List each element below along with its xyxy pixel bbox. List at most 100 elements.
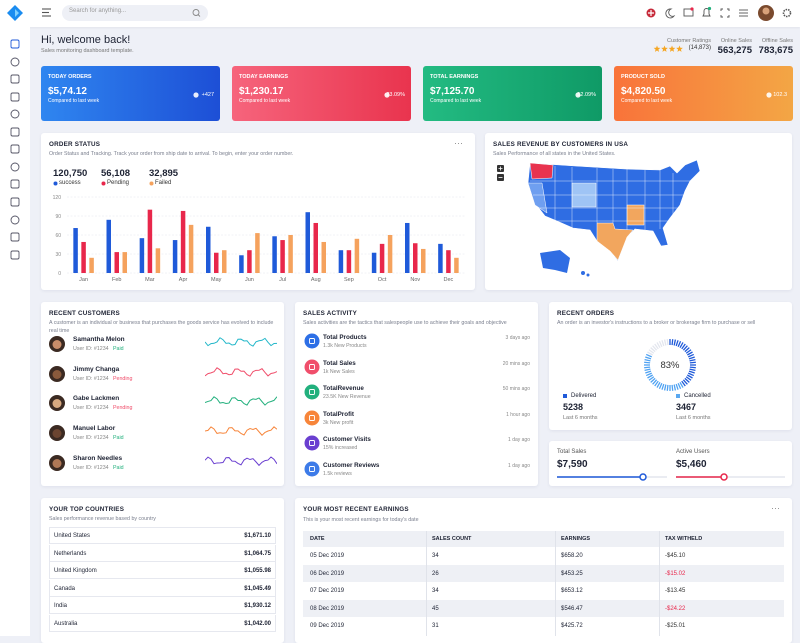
- change-icon: [766, 92, 772, 98]
- stat-value: 56,108: [101, 168, 131, 179]
- activity-icon-bg: [304, 333, 320, 349]
- nav-icon[interactable]: [10, 162, 20, 172]
- panel-subtitle: A customer is an individual or business …: [49, 320, 274, 334]
- nav-icon[interactable]: [10, 39, 20, 49]
- customer-name[interactable]: Manuel Labor: [73, 425, 116, 433]
- activity-icon: [304, 384, 320, 400]
- fullscreen-icon[interactable]: [720, 8, 730, 18]
- table-row[interactable]: [303, 547, 784, 565]
- activity-detail: 15% increased: [323, 445, 358, 451]
- gauge-tick: [650, 347, 656, 353]
- activity-icon-bg: [304, 359, 320, 374]
- active-users-value: $5,460: [676, 459, 707, 470]
- country-row[interactable]: [49, 544, 276, 562]
- legend-label: success: [59, 180, 81, 186]
- x-tick-label: Aug: [311, 277, 321, 283]
- gauge-tick: [681, 380, 686, 387]
- activity-name[interactable]: TotalProfit: [323, 410, 355, 418]
- bar: [147, 209, 153, 273]
- nav-icon[interactable]: [10, 74, 20, 84]
- table-row[interactable]: [303, 617, 784, 635]
- stat-card[interactable]: TODAY ORDERS $5,74.12 Compared to last wee…: [41, 66, 220, 121]
- state-region[interactable]: [540, 250, 570, 273]
- activity-name[interactable]: Total Sales: [323, 359, 356, 367]
- legend-swatch: [53, 181, 58, 186]
- search-icon: [197, 14, 201, 17]
- customer-name[interactable]: Sharon Needles: [73, 454, 123, 462]
- nav-icon[interactable]: [10, 179, 20, 189]
- state-region[interactable]: [586, 273, 590, 277]
- stat-card[interactable]: PRODUCT SOLD $4,820.50 Compared to last we…: [614, 66, 793, 121]
- state-region[interactable]: [581, 271, 585, 275]
- card-change: 52.09%: [577, 92, 596, 98]
- country-row[interactable]: [49, 597, 276, 615]
- y-tick-label: 30: [55, 252, 61, 258]
- state-region[interactable]: [529, 162, 554, 180]
- table-row[interactable]: [303, 599, 784, 617]
- usa-map: [497, 159, 701, 277]
- state-region[interactable]: [527, 182, 548, 214]
- panel-subtitle: An order is an investor's instructions t…: [557, 320, 756, 326]
- nav-icon[interactable]: [10, 197, 20, 207]
- nav-icon[interactable]: [10, 57, 20, 67]
- tax-cell: -$13.45: [665, 588, 686, 594]
- state-region[interactable]: [527, 159, 701, 262]
- activity-name[interactable]: Total Products: [323, 334, 367, 341]
- gauge-tick: [654, 343, 659, 350]
- activity-detail: 3k New profit: [323, 419, 354, 426]
- search-icon[interactable]: [192, 9, 200, 16]
- nav-icon[interactable]: [10, 232, 20, 242]
- x-tick-label: Oct: [378, 277, 387, 283]
- count-cell: 26: [432, 570, 439, 577]
- bar: [139, 238, 145, 273]
- country-name: United Kingdom: [54, 568, 97, 575]
- menu-icon[interactable]: [739, 9, 748, 17]
- ratings-label: Customer Ratings: [666, 38, 711, 44]
- menu-toggle[interactable]: [42, 8, 51, 17]
- x-tick-label: Dec: [444, 277, 454, 283]
- gauge-tick: [689, 361, 696, 364]
- mail-icon[interactable]: [683, 8, 694, 17]
- customer-avatar: [49, 454, 65, 471]
- table-row[interactable]: [303, 582, 784, 600]
- search-box[interactable]: [62, 5, 208, 21]
- gauge-tick: [644, 366, 651, 369]
- bar: [371, 252, 377, 273]
- bell-icon[interactable]: [702, 8, 711, 17]
- sparkline-path: [205, 396, 277, 407]
- more-button[interactable]: ···: [454, 138, 463, 148]
- slider-handle[interactable]: [720, 473, 728, 481]
- settings-icon[interactable]: [782, 8, 792, 18]
- nav-icon[interactable]: [10, 127, 20, 137]
- activity-name[interactable]: Customer Reviews: [323, 461, 380, 469]
- slider-handle[interactable]: [639, 473, 647, 481]
- activity-name[interactable]: TotalRevenue: [323, 385, 364, 392]
- country-row[interactable]: [49, 579, 276, 597]
- table-row[interactable]: [303, 564, 784, 582]
- country-row[interactable]: [49, 562, 276, 580]
- nav-icon[interactable]: [10, 92, 20, 102]
- nav-icon[interactable]: [10, 215, 20, 225]
- gauge-tick: [644, 368, 651, 372]
- customer-name[interactable]: Samantha Melon: [73, 336, 125, 343]
- sparkline: [205, 426, 277, 437]
- card-note: Compared to last week: [239, 98, 291, 104]
- nav-icon[interactable]: [10, 109, 20, 119]
- activity-name[interactable]: Customer Visits: [323, 436, 371, 443]
- nav-icon[interactable]: [10, 144, 20, 154]
- earnings-cell: $453.25: [561, 570, 583, 577]
- search-placeholder: Search for anything...: [69, 8, 127, 14]
- country-row[interactable]: [49, 615, 276, 632]
- stat-card[interactable]: TOTAL EARNINGS $7,125.70 Compared to last …: [423, 66, 602, 121]
- theme-icon[interactable]: [665, 8, 676, 19]
- nav-icon[interactable]: [10, 250, 20, 260]
- country-row[interactable]: [49, 527, 276, 544]
- tax-cell: -$45.10: [665, 553, 686, 559]
- bar: [214, 252, 219, 273]
- stat-card[interactable]: TODAY EARNINGS $1,230.17 Compared to last …: [232, 66, 411, 121]
- customer-name[interactable]: Gabe Lackmen: [73, 395, 120, 403]
- more-button[interactable]: ···: [771, 503, 780, 513]
- customer-name[interactable]: Jimmy Changa: [73, 365, 120, 373]
- welcome-title: Hi, welcome back!: [41, 34, 131, 46]
- state-region[interactable]: [596, 222, 634, 261]
